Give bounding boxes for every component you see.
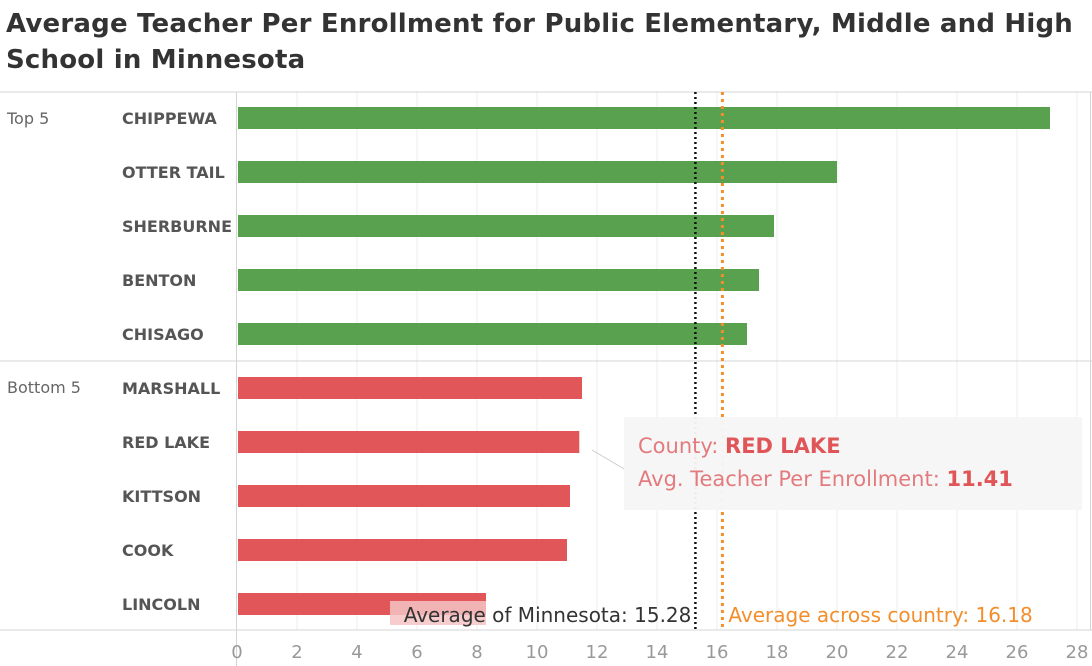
category-label: MARSHALL [122, 379, 220, 398]
tooltip-county-value: RED LAKE [725, 434, 841, 458]
x-tick-label: 4 [351, 642, 362, 663]
label-highlight [390, 601, 486, 625]
category-label: KITTSON [122, 487, 201, 506]
tooltip-metric-row: Avg. Teacher Per Enrollment: 11.41 [638, 467, 1013, 491]
bar [238, 215, 774, 237]
x-tick-label: 16 [706, 642, 729, 663]
x-tick-label: 24 [946, 642, 969, 663]
category-label: LINCOLN [122, 595, 200, 614]
bar [238, 107, 1050, 129]
reference-label-minnesota: Average of Minnesota: 15.28 [404, 603, 692, 627]
tooltip-county-row: County: RED LAKE [638, 434, 841, 458]
x-tick-label: 26 [1006, 642, 1029, 663]
x-tick-label: 2 [291, 642, 302, 663]
tooltip: County: RED LAKE Avg. Teacher Per Enroll… [624, 417, 1082, 510]
x-tick-label: 28 [1066, 642, 1089, 663]
category-label: COOK [122, 541, 174, 560]
category-label: CHISAGO [122, 325, 204, 344]
group-label: Bottom 5 [7, 378, 81, 397]
x-tick-label: 22 [886, 642, 909, 663]
category-label: CHIPPEWA [122, 109, 217, 128]
x-tick-label: 20 [826, 642, 849, 663]
group-label: Top 5 [6, 109, 49, 128]
x-tick-label: 10 [526, 642, 549, 663]
bar [238, 485, 570, 507]
bar [238, 269, 759, 291]
bar [238, 377, 582, 399]
category-label: BENTON [122, 271, 196, 290]
reference-label-country: Average across country: 16.18 [728, 603, 1032, 627]
tooltip-connector [591, 449, 627, 471]
bar [238, 539, 567, 561]
x-tick-label: 6 [411, 642, 422, 663]
bar [238, 431, 580, 453]
x-tick-label: 0 [231, 642, 242, 663]
chart-title: Average Teacher Per Enrollment for Publi… [6, 9, 1074, 75]
bar [238, 323, 747, 345]
category-label: RED LAKE [122, 433, 210, 452]
x-tick-label: 18 [766, 642, 789, 663]
tooltip-county-label: County: [638, 434, 719, 458]
bar [238, 161, 837, 183]
x-tick-label: 12 [586, 642, 609, 663]
x-tick-label: 14 [646, 642, 669, 663]
tooltip-metric-value: 11.41 [946, 467, 1013, 491]
category-label: OTTER TAIL [122, 163, 225, 182]
tooltip-metric-label: Avg. Teacher Per Enrollment: [638, 467, 940, 491]
category-label: SHERBURNE [122, 217, 232, 236]
x-tick-label: 8 [471, 642, 482, 663]
